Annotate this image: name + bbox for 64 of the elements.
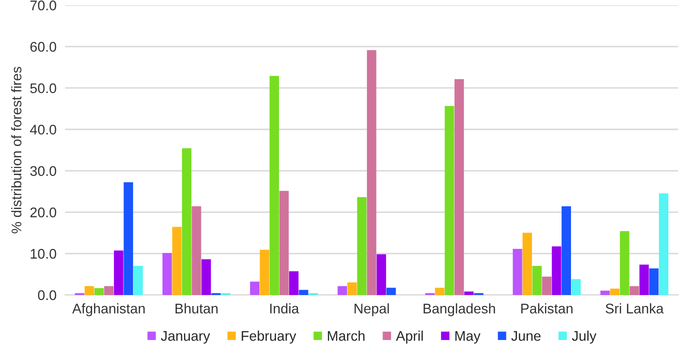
legend-label: March (328, 330, 364, 341)
bar (571, 279, 581, 295)
y-tick-label: 70.0 (30, 0, 56, 10)
bar (104, 286, 114, 295)
bar (202, 259, 211, 295)
y-axis-title: % distribution of forest fires (11, 66, 22, 234)
x-tick-label: Afghanistan (72, 303, 145, 316)
bar (454, 79, 464, 295)
bar (270, 76, 279, 295)
bar (562, 206, 571, 295)
x-tick-label: Sri Lanka (606, 303, 664, 314)
y-tick-label: 10.0 (30, 248, 56, 259)
bar (279, 190, 289, 295)
bar (162, 253, 172, 295)
bar (114, 250, 124, 295)
y-tick-label: 30.0 (30, 166, 56, 176)
bar (610, 288, 620, 295)
bar (376, 254, 386, 295)
bar (172, 226, 182, 295)
y-tick-label: 0.0 (38, 290, 56, 300)
bar (522, 232, 532, 295)
bar (192, 206, 202, 295)
legend-label: April (396, 330, 423, 344)
bar (260, 250, 270, 295)
bar (250, 282, 260, 295)
bar (94, 288, 104, 295)
bar (347, 282, 357, 295)
bar (84, 286, 94, 295)
bar (444, 106, 454, 295)
bar (289, 271, 298, 295)
bar (542, 276, 552, 295)
legend-label: February (242, 330, 296, 344)
bar (386, 288, 396, 295)
x-tick-label: India (270, 303, 300, 314)
bar (124, 182, 134, 295)
bar (532, 266, 542, 295)
bar (464, 292, 474, 295)
bar (639, 264, 649, 295)
legend-label: July (572, 330, 596, 344)
bar (649, 268, 659, 295)
legend-label: June (511, 331, 541, 341)
bar (658, 193, 668, 295)
x-tick-label: Bhutan (176, 303, 218, 314)
bar (620, 231, 630, 295)
y-tick-label: 50.0 (30, 83, 56, 94)
y-tick-label: 60.0 (30, 42, 56, 52)
legend-label: January (160, 331, 210, 344)
bar (133, 266, 143, 295)
y-tick-label: 40.0 (30, 124, 56, 135)
bar (630, 286, 640, 295)
bar (366, 50, 376, 295)
bar (182, 148, 192, 295)
y-tick-label: 20.0 (30, 208, 56, 218)
bar (552, 246, 562, 295)
bar (600, 290, 610, 295)
bar (434, 288, 444, 295)
bar (357, 197, 367, 295)
x-tick-label: Nepal (354, 303, 389, 316)
bar (512, 248, 522, 295)
bar (338, 286, 348, 295)
x-tick-label: Bangladesh (424, 303, 495, 316)
x-tick-label: Pakistan (521, 303, 573, 314)
legend-label: May (455, 331, 480, 344)
bar (298, 290, 308, 295)
